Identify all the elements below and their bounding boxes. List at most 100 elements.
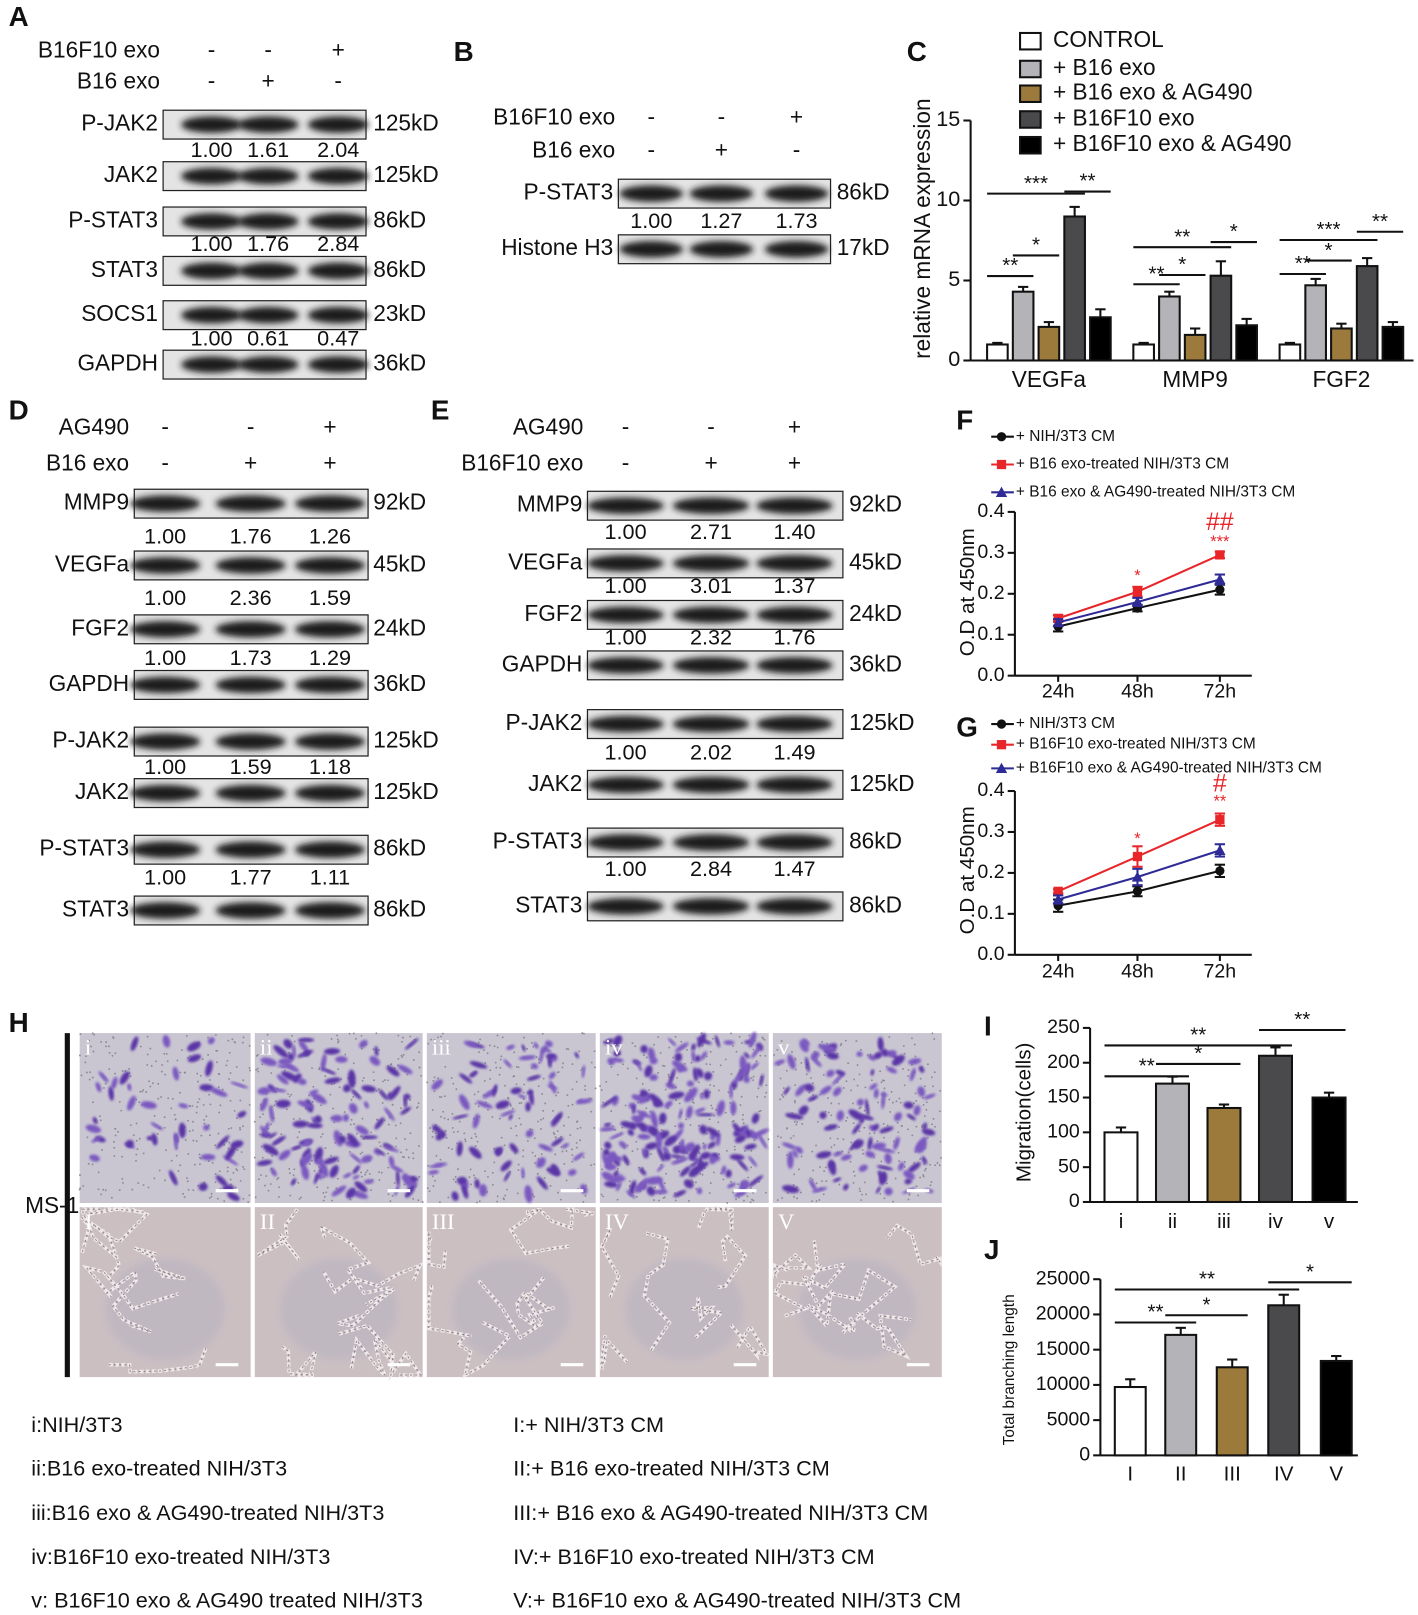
- x-tick-label: II: [1175, 1462, 1186, 1485]
- y-tick-label: 20000: [1036, 1303, 1090, 1325]
- shade: [625, 1258, 744, 1361]
- bar: [1267, 1304, 1301, 1457]
- pore: [135, 1139, 138, 1142]
- pore: [311, 1067, 313, 1070]
- pore: [391, 1194, 394, 1197]
- stained-cell: [609, 1132, 625, 1140]
- pore: [798, 1168, 800, 1171]
- significance-label: *: [1202, 1293, 1210, 1316]
- stained-cell: [903, 1170, 915, 1180]
- tube-edge: [428, 1231, 446, 1268]
- tube-edge: [886, 1224, 941, 1265]
- condition-sign: -: [247, 413, 255, 439]
- pore: [152, 1082, 154, 1085]
- legend-swatch: [1019, 110, 1042, 129]
- pore: [350, 1098, 353, 1101]
- pore: [240, 1151, 243, 1153]
- stained-cell: [721, 1165, 727, 1175]
- pore: [868, 1132, 871, 1135]
- pore: [402, 1036, 405, 1039]
- stained-cell: [361, 1155, 373, 1163]
- pore: [500, 1055, 503, 1058]
- pore: [274, 1100, 277, 1103]
- pore: [924, 1085, 926, 1088]
- stained-cell: [662, 1152, 672, 1161]
- pore: [705, 1063, 708, 1065]
- pore: [931, 1032, 934, 1035]
- blot-band: [181, 167, 242, 185]
- stained-cell: [650, 1110, 658, 1128]
- point: [1215, 550, 1225, 560]
- pore: [579, 1139, 582, 1142]
- blot-band: [130, 841, 201, 858]
- stained-cell: [689, 1161, 699, 1168]
- band-size: 125kD: [373, 110, 438, 136]
- pore: [847, 1062, 850, 1065]
- pore: [837, 1102, 840, 1105]
- band-label: P-STAT3: [493, 828, 583, 854]
- pore: [118, 1189, 121, 1192]
- band-quantification: 1.00: [144, 754, 186, 779]
- stained-cell: [459, 1094, 470, 1110]
- pore: [880, 1160, 883, 1163]
- pore: [368, 1172, 371, 1175]
- pore: [859, 1106, 862, 1109]
- band-label: JAK2: [75, 778, 129, 804]
- pore: [262, 1113, 264, 1116]
- pore: [311, 1100, 314, 1103]
- pore: [438, 1096, 441, 1098]
- stained-cell: [524, 1185, 533, 1203]
- pore: [861, 1149, 864, 1151]
- pore: [915, 1100, 918, 1102]
- micrograph-label: v: [778, 1035, 790, 1060]
- stained-cell: [744, 1143, 757, 1150]
- pore: [626, 1067, 629, 1070]
- pore: [375, 1089, 378, 1092]
- pore: [501, 1036, 504, 1039]
- tube-edge: [690, 1297, 723, 1338]
- pore: [792, 1134, 795, 1137]
- band-size: 125kD: [373, 778, 438, 804]
- pore: [229, 1178, 232, 1181]
- tube-edge: [350, 1338, 394, 1376]
- pore: [793, 1120, 796, 1123]
- pore: [233, 1109, 236, 1112]
- condition-label: AG490: [59, 413, 130, 439]
- pore: [188, 1104, 191, 1107]
- stained-cell: [843, 1183, 849, 1191]
- point: [1052, 616, 1064, 628]
- stained-cell: [237, 1110, 247, 1118]
- pore: [326, 1186, 329, 1189]
- stained-cell: [469, 1146, 482, 1159]
- pore: [163, 1116, 166, 1119]
- pore: [150, 1064, 153, 1067]
- stained-cell: [187, 1054, 202, 1063]
- pore: [710, 1104, 713, 1107]
- significance-label: **: [1294, 1008, 1310, 1031]
- pore: [522, 1155, 525, 1158]
- pore: [712, 1070, 715, 1073]
- panel-letter: C: [907, 36, 927, 67]
- stained-cell: [848, 1109, 864, 1121]
- pore: [166, 1060, 169, 1063]
- pore: [141, 1090, 144, 1093]
- blot-band: [619, 241, 684, 258]
- pore: [463, 1132, 466, 1135]
- pore: [718, 1153, 721, 1156]
- pore: [610, 1110, 613, 1113]
- tube-edge: [774, 1254, 810, 1278]
- tube-edge: [337, 1288, 395, 1327]
- pore: [631, 1042, 634, 1044]
- pore: [208, 1197, 211, 1199]
- pore: [332, 1107, 334, 1110]
- significance-label: **: [1139, 1054, 1155, 1077]
- stained-cell: [459, 1073, 473, 1084]
- significance-label: **: [1002, 254, 1018, 277]
- pore: [409, 1035, 412, 1038]
- stained-cell: [342, 1114, 349, 1122]
- pore: [270, 1072, 273, 1074]
- pore: [155, 1060, 157, 1063]
- pore: [504, 1084, 506, 1087]
